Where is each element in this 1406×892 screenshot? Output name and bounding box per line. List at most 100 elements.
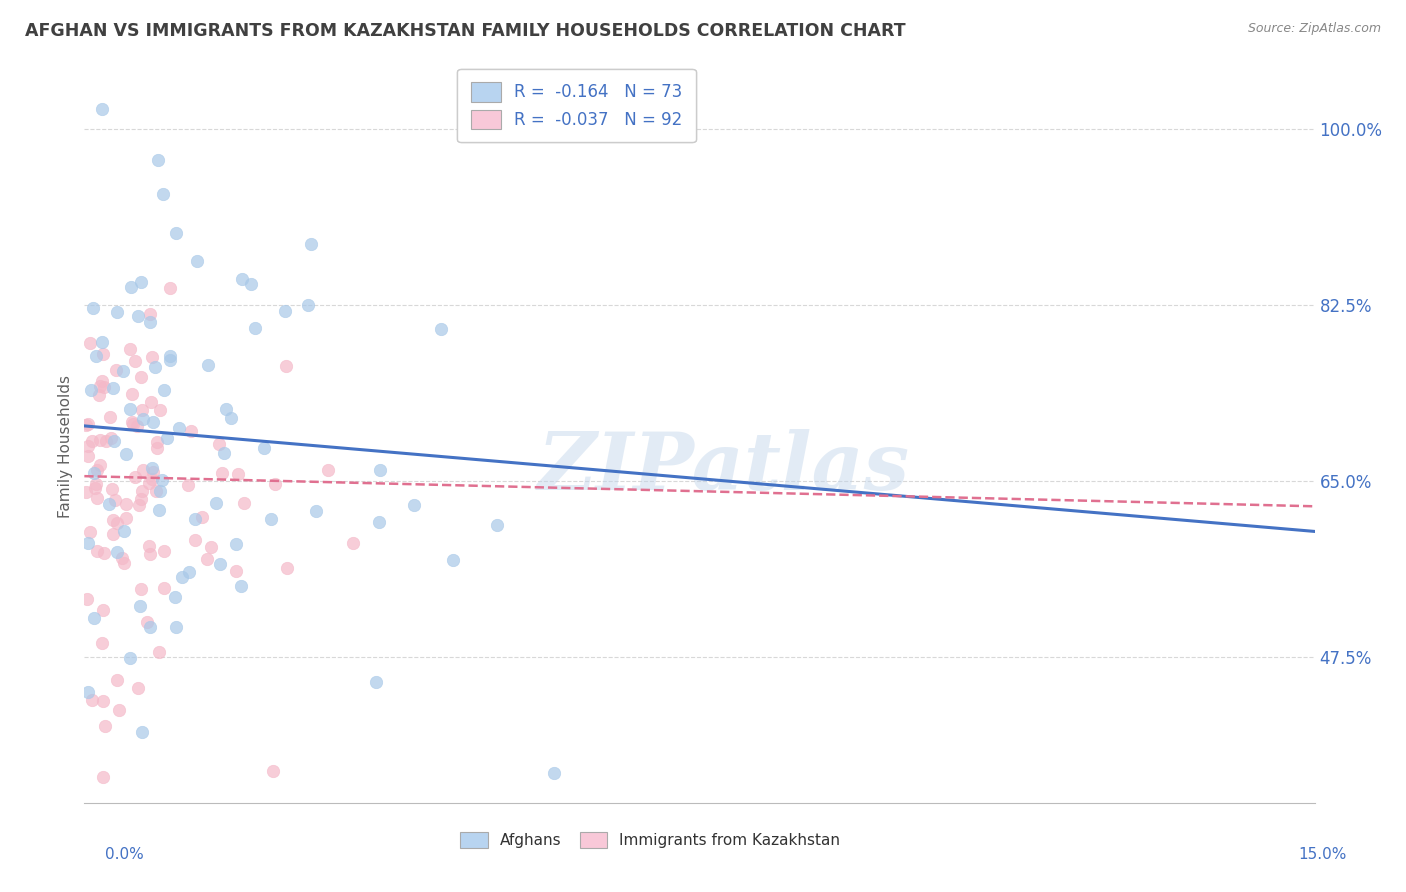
Text: ZIPatlas: ZIPatlas (538, 429, 910, 506)
Point (200, 540, 222, 554)
Point (121, 415, 143, 429)
Point (430, 322, 453, 336)
Point (118, 401, 141, 416)
Point (159, 281, 181, 295)
Point (342, 536, 364, 550)
Point (90, 334, 112, 349)
Point (79, 525, 101, 540)
Point (177, 566, 200, 580)
Point (93, 546, 115, 560)
Point (172, 569, 194, 583)
Point (120, 279, 142, 293)
Point (135, 615, 157, 629)
Legend: R =  -0.164   N = 73, R =  -0.037   N = 92: R = -0.164 N = 73, R = -0.037 N = 92 (457, 69, 696, 143)
Point (103, 434, 125, 449)
Point (297, 298, 319, 312)
Point (111, 364, 134, 378)
Point (86, 544, 108, 558)
Point (124, 353, 146, 368)
Point (177, 478, 200, 492)
Point (79, 336, 101, 351)
Point (84, 476, 107, 491)
Text: AFGHAN VS IMMIGRANTS FROM KAZAKHSTAN FAMILY HOUSEHOLDS CORRELATION CHART: AFGHAN VS IMMIGRANTS FROM KAZAKHSTAN FAM… (25, 22, 905, 40)
Point (231, 271, 253, 285)
Point (239, 277, 262, 291)
Point (150, 473, 173, 487)
Point (152, 187, 174, 202)
Point (209, 558, 232, 572)
Point (138, 540, 160, 554)
Point (273, 303, 295, 318)
Point (143, 359, 166, 374)
Point (91, 347, 114, 361)
Point (215, 402, 238, 417)
Point (219, 411, 242, 425)
Point (128, 498, 150, 512)
Point (131, 725, 153, 739)
Point (129, 276, 152, 290)
Point (138, 547, 160, 561)
Point (115, 497, 138, 511)
Point (195, 551, 218, 566)
Point (232, 496, 254, 510)
Point (97, 497, 120, 511)
Y-axis label: Family Households: Family Households (58, 375, 73, 517)
Point (145, 483, 167, 498)
Point (190, 509, 212, 524)
Point (149, 484, 172, 499)
Point (105, 305, 128, 319)
Point (142, 415, 165, 429)
Point (131, 402, 153, 417)
Point (262, 764, 284, 779)
Point (77, 439, 100, 453)
Point (132, 412, 155, 426)
Point (91, 103, 114, 117)
Point (100, 431, 122, 445)
Point (129, 491, 152, 506)
Point (89, 433, 111, 447)
Point (101, 512, 124, 526)
Point (145, 434, 167, 449)
Point (229, 579, 252, 593)
Point (77, 450, 100, 464)
Point (80, 383, 103, 397)
Point (105, 516, 128, 530)
Point (153, 581, 176, 595)
Point (364, 675, 387, 690)
Point (141, 472, 163, 486)
Point (148, 502, 170, 516)
Point (402, 498, 425, 512)
Point (141, 351, 163, 365)
Point (139, 315, 162, 329)
Point (276, 561, 298, 575)
Point (180, 424, 202, 438)
Point (205, 495, 228, 509)
Text: Source: ZipAtlas.com: Source: ZipAtlas.com (1247, 22, 1381, 36)
Point (83, 610, 105, 624)
Point (89, 379, 111, 393)
Point (80, 693, 103, 707)
Point (183, 533, 205, 547)
Point (84, 349, 107, 363)
Point (225, 564, 247, 578)
Point (118, 343, 141, 357)
Point (124, 470, 146, 484)
Point (141, 460, 163, 475)
Point (75, 418, 97, 433)
Point (105, 545, 128, 559)
Point (91, 374, 114, 388)
Point (543, 765, 565, 780)
Point (148, 153, 170, 168)
Point (129, 582, 152, 596)
Point (212, 445, 235, 459)
Point (98, 409, 121, 424)
Point (77, 685, 100, 699)
Point (226, 467, 249, 481)
Point (263, 476, 285, 491)
Point (107, 703, 129, 717)
Point (118, 651, 141, 665)
Point (299, 237, 322, 252)
Point (91, 694, 114, 708)
Point (87, 388, 110, 402)
Point (165, 620, 187, 634)
